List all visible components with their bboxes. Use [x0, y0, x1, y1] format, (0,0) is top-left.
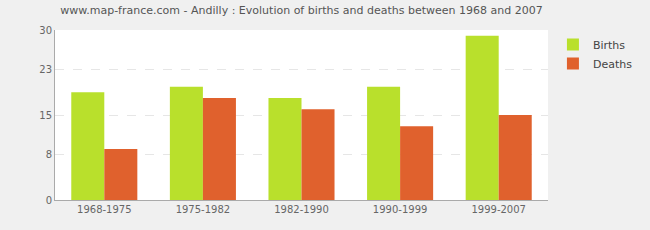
svg-text:1968-1975: 1968-1975 — [77, 204, 132, 215]
svg-text:15: 15 — [39, 110, 52, 121]
svg-text:1975-1982: 1975-1982 — [176, 204, 231, 215]
svg-text:www.map-france.com - Andilly :: www.map-france.com - Andilly : Evolution… — [60, 4, 543, 17]
svg-text:23: 23 — [39, 64, 52, 75]
svg-text:Births: Births — [593, 39, 625, 52]
svg-text:8: 8 — [46, 149, 52, 160]
svg-text:1990-1999: 1990-1999 — [373, 204, 428, 215]
svg-text:0: 0 — [46, 195, 52, 206]
svg-text:1982-1990: 1982-1990 — [274, 204, 329, 215]
svg-text:1999-2007: 1999-2007 — [471, 204, 526, 215]
svg-text:Deaths: Deaths — [593, 58, 632, 71]
svg-text:30: 30 — [39, 25, 52, 36]
